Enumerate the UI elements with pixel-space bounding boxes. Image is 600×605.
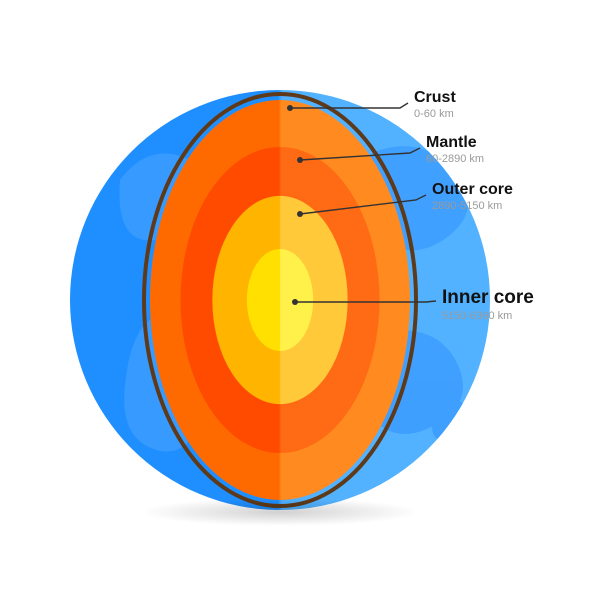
label-outer-core: Outer core2890-5150 km	[432, 181, 513, 212]
label-mantle: Mantle60-2890 km	[426, 134, 484, 165]
label-inner-core: Inner core5150-6360 km	[442, 287, 534, 322]
label-title-mantle: Mantle	[426, 134, 484, 152]
label-crust: Crust0-60 km	[414, 89, 456, 120]
label-subtitle-outer-core: 2890-5150 km	[432, 200, 513, 212]
earth-layers-diagram: Crust0-60 km Mantle60-2890 km Outer core28…	[0, 0, 600, 600]
label-title-crust: Crust	[414, 89, 456, 107]
label-title-inner-core: Inner core	[442, 287, 534, 309]
drop-shadow	[140, 498, 420, 526]
layer-inner-core	[247, 249, 313, 351]
label-title-outer-core: Outer core	[432, 181, 513, 199]
label-subtitle-mantle: 60-2890 km	[426, 153, 484, 165]
label-subtitle-inner-core: 5150-6360 km	[442, 310, 534, 322]
label-subtitle-crust: 0-60 km	[414, 108, 456, 120]
